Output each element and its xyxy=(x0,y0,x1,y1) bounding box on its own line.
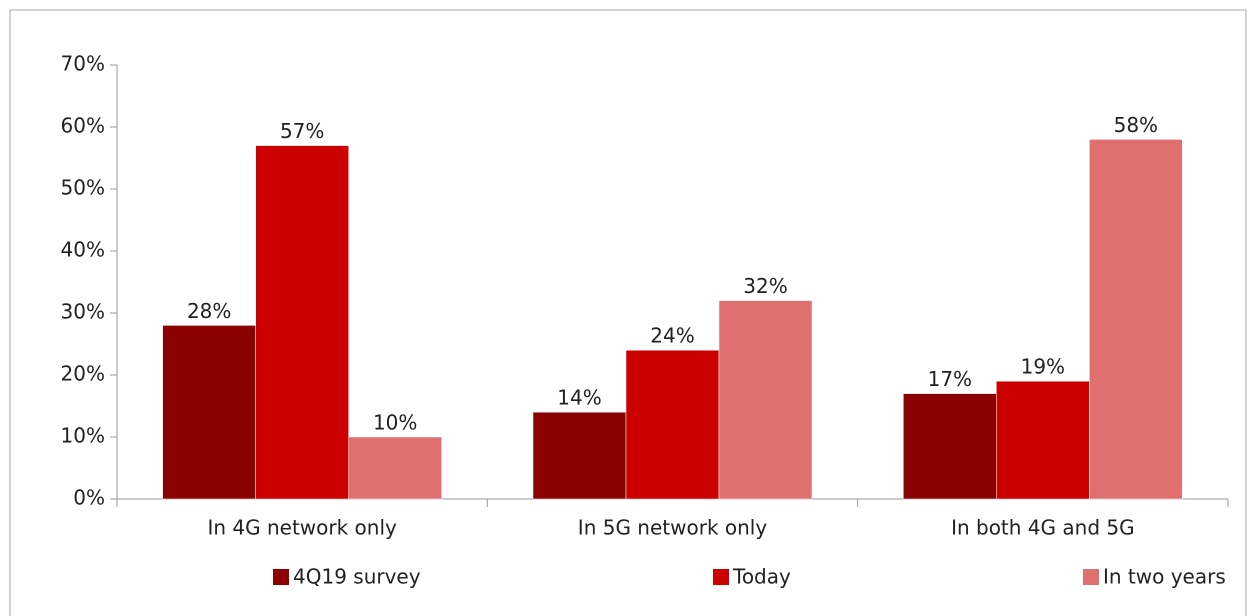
data-label: 14% xyxy=(557,386,601,410)
bar xyxy=(903,393,997,500)
legend-marker xyxy=(713,569,729,585)
legend-label: Today xyxy=(732,565,791,589)
data-label: 32% xyxy=(743,274,787,298)
data-label: 57% xyxy=(280,119,324,143)
data-label: 28% xyxy=(187,299,231,323)
x-tick-label: In 4G network only xyxy=(207,516,397,540)
data-label: 10% xyxy=(373,411,417,435)
y-tick-label: 50% xyxy=(61,176,105,200)
y-tick-label: 60% xyxy=(61,114,105,138)
legend-marker xyxy=(1083,569,1099,585)
y-tick-label: 0% xyxy=(73,486,105,510)
bar xyxy=(996,380,1090,500)
data-label: 58% xyxy=(1114,113,1158,137)
x-tick-label: In 5G network only xyxy=(578,516,768,540)
y-tick-label: 20% xyxy=(61,362,105,386)
y-tick-label: 30% xyxy=(61,300,105,324)
data-label: 24% xyxy=(650,324,694,348)
chart-frame xyxy=(9,9,1247,616)
legend-label: In two years xyxy=(1103,565,1226,589)
y-tick-label: 10% xyxy=(61,424,105,448)
bar xyxy=(255,145,349,500)
y-tick-label: 40% xyxy=(61,238,105,262)
legend-label: 4Q19 survey xyxy=(293,565,421,589)
bar xyxy=(162,325,256,500)
bar xyxy=(1089,139,1183,500)
bar xyxy=(625,349,720,500)
bar xyxy=(718,300,813,500)
bar xyxy=(532,411,627,500)
data-label: 19% xyxy=(1021,355,1065,379)
data-label: 17% xyxy=(928,367,972,391)
legend-marker xyxy=(273,569,289,585)
bar xyxy=(348,436,442,500)
x-tick-label: In both 4G and 5G xyxy=(951,516,1135,540)
y-tick-label: 70% xyxy=(61,52,105,76)
